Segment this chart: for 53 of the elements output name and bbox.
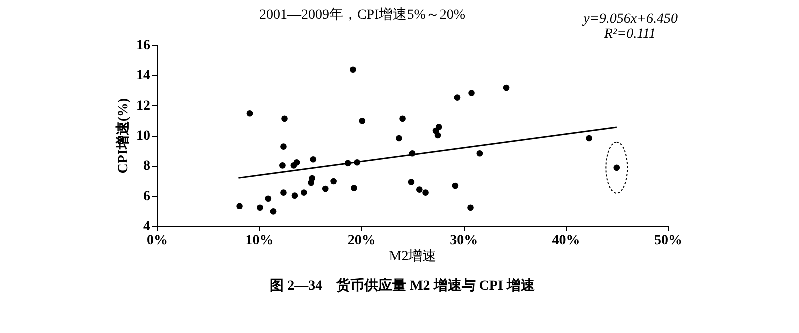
point	[586, 135, 592, 142]
point	[454, 94, 461, 101]
x-axis-title: M2增速	[389, 248, 437, 264]
point	[436, 124, 442, 130]
point	[270, 208, 277, 215]
text: R²=0.111	[603, 27, 656, 42]
y-tick-label: 16	[136, 38, 150, 54]
x-tick-label: 30%	[450, 234, 478, 248]
point	[468, 204, 474, 212]
point	[265, 196, 272, 202]
chart-title: 2001—2009年，CPI增速5%～20%	[259, 7, 466, 23]
y-tick-label: 12	[136, 98, 150, 114]
point	[422, 190, 429, 196]
point	[351, 185, 358, 192]
point	[416, 186, 423, 193]
point	[614, 164, 620, 172]
y-tick-label: 4	[144, 220, 150, 234]
point	[452, 182, 459, 190]
point	[236, 203, 243, 210]
point	[359, 118, 366, 124]
point	[246, 110, 254, 117]
point	[434, 132, 442, 139]
y-tick-label: 10	[136, 129, 150, 144]
point	[468, 90, 475, 96]
point	[310, 156, 317, 163]
y-tick-label: 6	[144, 189, 150, 204]
x-tick-label: 40%	[552, 234, 580, 248]
point	[476, 150, 484, 157]
point	[408, 179, 415, 186]
point	[301, 190, 308, 196]
point	[322, 186, 329, 192]
x-tick-label: 20%	[348, 234, 376, 248]
point	[308, 180, 314, 186]
point	[350, 66, 356, 74]
point	[292, 192, 298, 199]
point	[282, 116, 288, 122]
y-tick-label: 8	[144, 159, 150, 174]
point	[503, 84, 510, 92]
y-tick-label: 14	[136, 68, 150, 84]
x-tick-label: 50%	[654, 234, 682, 248]
point	[280, 162, 286, 169]
point	[294, 159, 300, 166]
point	[257, 204, 264, 212]
text: y=9.056x+6.450	[582, 12, 678, 27]
point	[280, 190, 287, 196]
point	[330, 178, 337, 185]
point	[400, 116, 406, 122]
x-tick-label: 10%	[246, 234, 274, 248]
point	[396, 135, 402, 142]
point	[280, 144, 287, 150]
caption: 图 2—34 货币供应量 M2 增速与 CPI 增速	[270, 277, 536, 294]
y-axis-title: CPI增速(%)	[116, 98, 132, 174]
x-tick-label: 0%	[147, 234, 168, 248]
